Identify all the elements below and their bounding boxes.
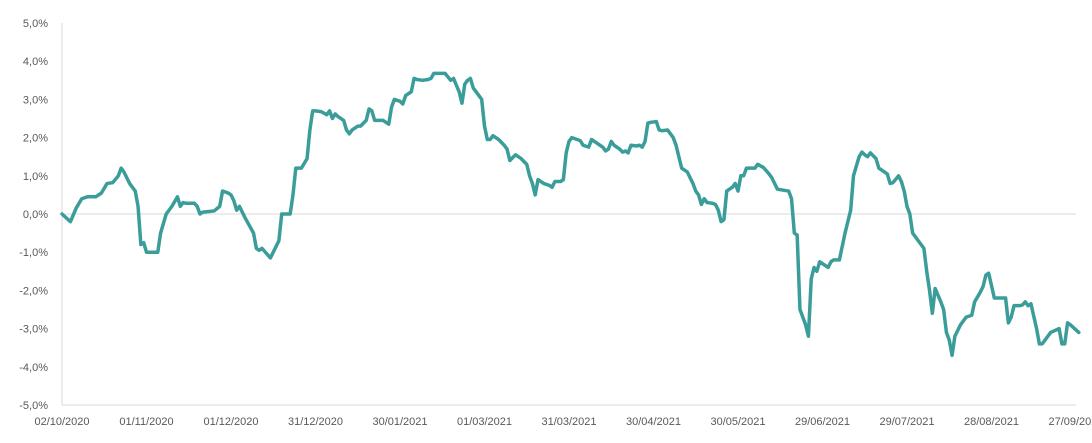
y-tick-label: -2,0% bbox=[19, 285, 48, 297]
x-tick-label: 30/04/2021 bbox=[626, 416, 681, 428]
x-tick-label: 27/09/2021 bbox=[1048, 416, 1092, 428]
x-tick-label: 29/07/2021 bbox=[879, 416, 934, 428]
y-tick-label: 1,0% bbox=[23, 171, 48, 183]
x-tick-label: 30/05/2021 bbox=[710, 416, 765, 428]
x-tick-label: 31/12/2020 bbox=[288, 416, 343, 428]
y-tick-label: -5,0% bbox=[19, 400, 48, 412]
x-tick-label: 30/01/2021 bbox=[372, 416, 427, 428]
y-axis-labels: 5,0% 4,0% 3,0% 2,0% 1,0% 0,0% -1,0% -2,0% -3,0% -… bbox=[19, 18, 48, 412]
x-tick-label: 01/03/2021 bbox=[457, 416, 512, 428]
y-tick-label: -1,0% bbox=[19, 247, 48, 259]
x-tick-label: 28/08/2021 bbox=[964, 416, 1019, 428]
y-tick-label: -4,0% bbox=[19, 362, 48, 374]
x-tick-label: 01/12/2020 bbox=[203, 416, 258, 428]
series-line bbox=[60, 71, 1081, 358]
y-tick-label: 5,0% bbox=[23, 18, 48, 30]
y-tick-label: 0,0% bbox=[23, 209, 48, 221]
x-tick-label: 29/06/2021 bbox=[795, 416, 850, 428]
series-layer bbox=[60, 71, 1081, 358]
y-tick-label: 3,0% bbox=[23, 94, 48, 106]
y-tick-label: -3,0% bbox=[19, 324, 48, 336]
y-tick-label: 2,0% bbox=[23, 133, 48, 145]
y-tick-label: 4,0% bbox=[23, 56, 48, 68]
x-tick-label: 02/10/2020 bbox=[34, 416, 89, 428]
x-axis-labels: 02/10/2020 01/11/2020 01/12/2020 31/12/2020… bbox=[34, 416, 1092, 428]
x-tick-label: 01/11/2020 bbox=[119, 416, 173, 428]
x-tick-label: 31/03/2021 bbox=[541, 416, 596, 428]
